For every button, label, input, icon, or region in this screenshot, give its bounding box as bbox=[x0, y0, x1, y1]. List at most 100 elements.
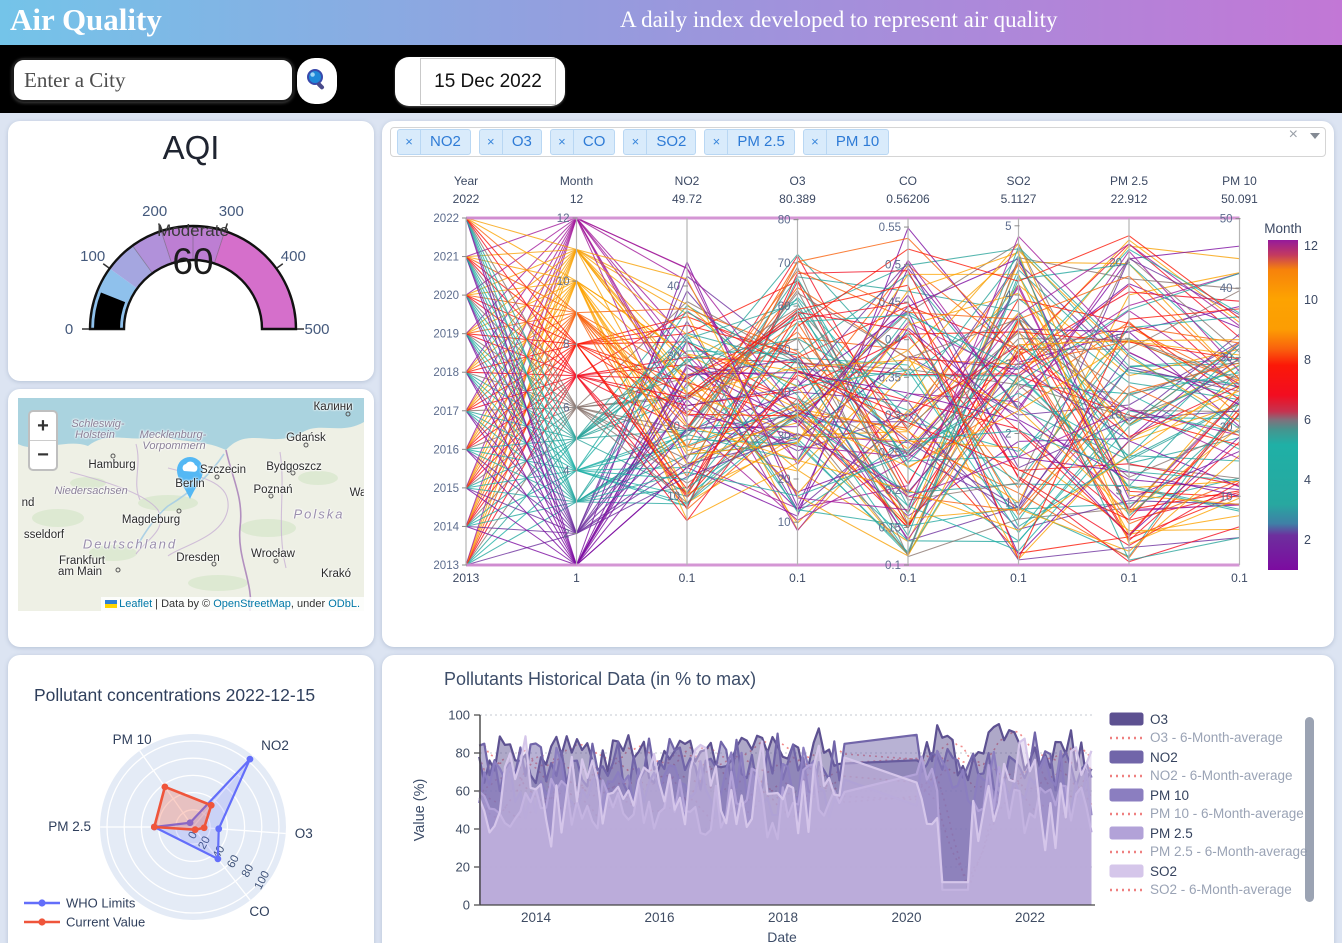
svg-text:SO2 - 6-Month-average: SO2 - 6-Month-average bbox=[1150, 882, 1292, 897]
map-attribution: Leaflet | Data by © OpenStreetMap, under… bbox=[101, 597, 364, 611]
map-region-label: Polska bbox=[293, 506, 345, 522]
date-picker[interactable]: 15 Dec 2022 bbox=[395, 57, 565, 106]
tag-remove-icon[interactable]: × bbox=[397, 129, 421, 155]
svg-text:200: 200 bbox=[142, 203, 167, 220]
map-region-label: Holstein bbox=[75, 429, 115, 441]
svg-text:20: 20 bbox=[456, 860, 470, 875]
pollutant-tag[interactable]: × O3 bbox=[478, 129, 542, 155]
search-button[interactable] bbox=[297, 58, 337, 104]
map-city-label: Berlin bbox=[175, 478, 205, 490]
svg-text:O3: O3 bbox=[789, 174, 805, 188]
zoom-in-button[interactable]: + bbox=[37, 415, 49, 437]
svg-text:0.56206: 0.56206 bbox=[886, 192, 930, 206]
svg-text:0.25: 0.25 bbox=[879, 447, 901, 459]
svg-text:0.4: 0.4 bbox=[885, 335, 902, 347]
pollutant-tag[interactable]: × NO2 bbox=[397, 129, 471, 155]
tag-remove-icon[interactable]: × bbox=[704, 129, 729, 155]
tag-remove-icon[interactable]: × bbox=[623, 129, 648, 155]
svg-text:12: 12 bbox=[1304, 239, 1318, 253]
svg-text:0: 0 bbox=[65, 321, 73, 338]
radar-legend-item: Current Value bbox=[24, 915, 145, 930]
svg-text:2014: 2014 bbox=[433, 521, 459, 533]
pollutant-filter-bar[interactable]: × NO2 × O3 × CO × SO2 × PM 2.5 × PM 10 bbox=[390, 127, 1326, 157]
map-city-label: Bydgoszcz bbox=[266, 461, 322, 473]
leaflet-map[interactable]: Schleswig- Holstein Mecklenburg- Vorpommern… bbox=[18, 398, 364, 611]
svg-text:2018: 2018 bbox=[768, 910, 798, 925]
dropdown-caret-icon[interactable] bbox=[1310, 133, 1320, 139]
svg-text:PM 10: PM 10 bbox=[1222, 174, 1257, 188]
svg-text:0.1: 0.1 bbox=[679, 571, 696, 585]
svg-text:20: 20 bbox=[196, 834, 213, 851]
svg-text:20: 20 bbox=[667, 421, 680, 433]
svg-text:2021: 2021 bbox=[433, 252, 459, 264]
svg-text:2: 2 bbox=[1005, 428, 1011, 440]
pollutant-tag[interactable]: × CO bbox=[549, 129, 616, 155]
svg-text:2013: 2013 bbox=[453, 571, 480, 585]
svg-text:PM 2.5: PM 2.5 bbox=[48, 819, 91, 834]
map-marker-pin bbox=[177, 457, 203, 499]
svg-text:CO: CO bbox=[249, 904, 269, 919]
osm-link[interactable]: OpenStreetMap bbox=[213, 598, 291, 610]
svg-text:4: 4 bbox=[1304, 473, 1311, 487]
map-city-label: am Main bbox=[57, 566, 103, 578]
history-title: Pollutants Historical Data (in % to max) bbox=[444, 669, 757, 689]
svg-text:40: 40 bbox=[667, 281, 680, 293]
svg-text:40: 40 bbox=[778, 388, 791, 400]
svg-text:0.5: 0.5 bbox=[885, 260, 901, 272]
parallel-coordinates-card: × NO2 × O3 × CO × SO2 × PM 2.5 × PM 10 × Year 2022 20… bbox=[382, 121, 1334, 647]
map-region-label: Deutschland bbox=[82, 536, 178, 552]
map-tiles bbox=[18, 398, 364, 611]
pollutant-tag[interactable]: × SO2 bbox=[623, 129, 697, 155]
city-search-input[interactable] bbox=[12, 58, 294, 102]
search-bar: 15 Dec 2022 bbox=[0, 45, 1342, 113]
tag-label: CO bbox=[573, 129, 616, 155]
tag-remove-icon[interactable]: × bbox=[478, 129, 503, 155]
svg-text:60: 60 bbox=[456, 784, 470, 799]
legend-scrollbar[interactable] bbox=[1305, 717, 1314, 902]
svg-text:40: 40 bbox=[456, 822, 470, 837]
map-city-label: Wa bbox=[349, 487, 364, 499]
history-legend-item: O3 O3 - 6-Month-average bbox=[1109, 712, 1283, 745]
svg-text:1: 1 bbox=[573, 571, 580, 585]
history-legend-item: PM 2.5 PM 2.5 - 6-Month-average bbox=[1109, 826, 1308, 859]
pollutant-tag[interactable]: × PM 2.5 bbox=[704, 129, 795, 155]
svg-text:10: 10 bbox=[1220, 491, 1233, 503]
map-city-label: Gdańsk bbox=[286, 432, 326, 444]
svg-text:500: 500 bbox=[304, 321, 329, 338]
zoom-out-button[interactable]: − bbox=[37, 444, 49, 466]
date-value[interactable]: 15 Dec 2022 bbox=[420, 58, 556, 105]
svg-text:10: 10 bbox=[557, 276, 570, 288]
leaflet-link[interactable]: Leaflet bbox=[119, 598, 153, 610]
tag-remove-icon[interactable]: × bbox=[802, 129, 827, 155]
svg-text:2016: 2016 bbox=[644, 910, 674, 925]
clear-all-icon[interactable]: × bbox=[1288, 126, 1298, 143]
svg-text:12: 12 bbox=[557, 213, 570, 225]
svg-text:49.72: 49.72 bbox=[672, 192, 702, 206]
history-card: Pollutants Historical Data (in % to max)… bbox=[382, 655, 1334, 943]
pollutant-tag[interactable]: × PM 10 bbox=[802, 129, 890, 155]
radar-legend-item: WHO Limits bbox=[24, 896, 136, 911]
app-header: Air Quality A daily index developed to r… bbox=[0, 0, 1342, 45]
svg-text:2017: 2017 bbox=[433, 406, 459, 418]
svg-text:2022: 2022 bbox=[1015, 910, 1045, 925]
svg-text:2022: 2022 bbox=[433, 213, 459, 225]
svg-text:30: 30 bbox=[667, 351, 680, 363]
odbl-link[interactable]: ODbL. bbox=[328, 598, 360, 610]
radar-title: Pollutant concentrations 2022-12-15 bbox=[34, 685, 316, 705]
svg-text:2015: 2015 bbox=[433, 483, 459, 495]
tag-remove-icon[interactable]: × bbox=[549, 129, 574, 155]
svg-text:2019: 2019 bbox=[433, 329, 459, 341]
svg-text:80: 80 bbox=[456, 746, 470, 761]
svg-text:CO: CO bbox=[899, 174, 917, 188]
svg-text:22.912: 22.912 bbox=[1111, 192, 1148, 206]
parallel-coordinates-chart[interactable]: Year202220132013201420152016201720182019… bbox=[382, 161, 1334, 647]
history-legend-item: PM 10 PM 10 - 6-Month-average bbox=[1109, 788, 1304, 821]
map-region-label: Niedersachsen bbox=[54, 485, 128, 497]
svg-text:100: 100 bbox=[448, 708, 470, 723]
svg-text:0.1: 0.1 bbox=[789, 571, 806, 585]
map-region-label: Mecklenburg- bbox=[139, 429, 207, 441]
svg-text:10: 10 bbox=[1109, 409, 1122, 421]
svg-text:0.3: 0.3 bbox=[885, 410, 901, 422]
